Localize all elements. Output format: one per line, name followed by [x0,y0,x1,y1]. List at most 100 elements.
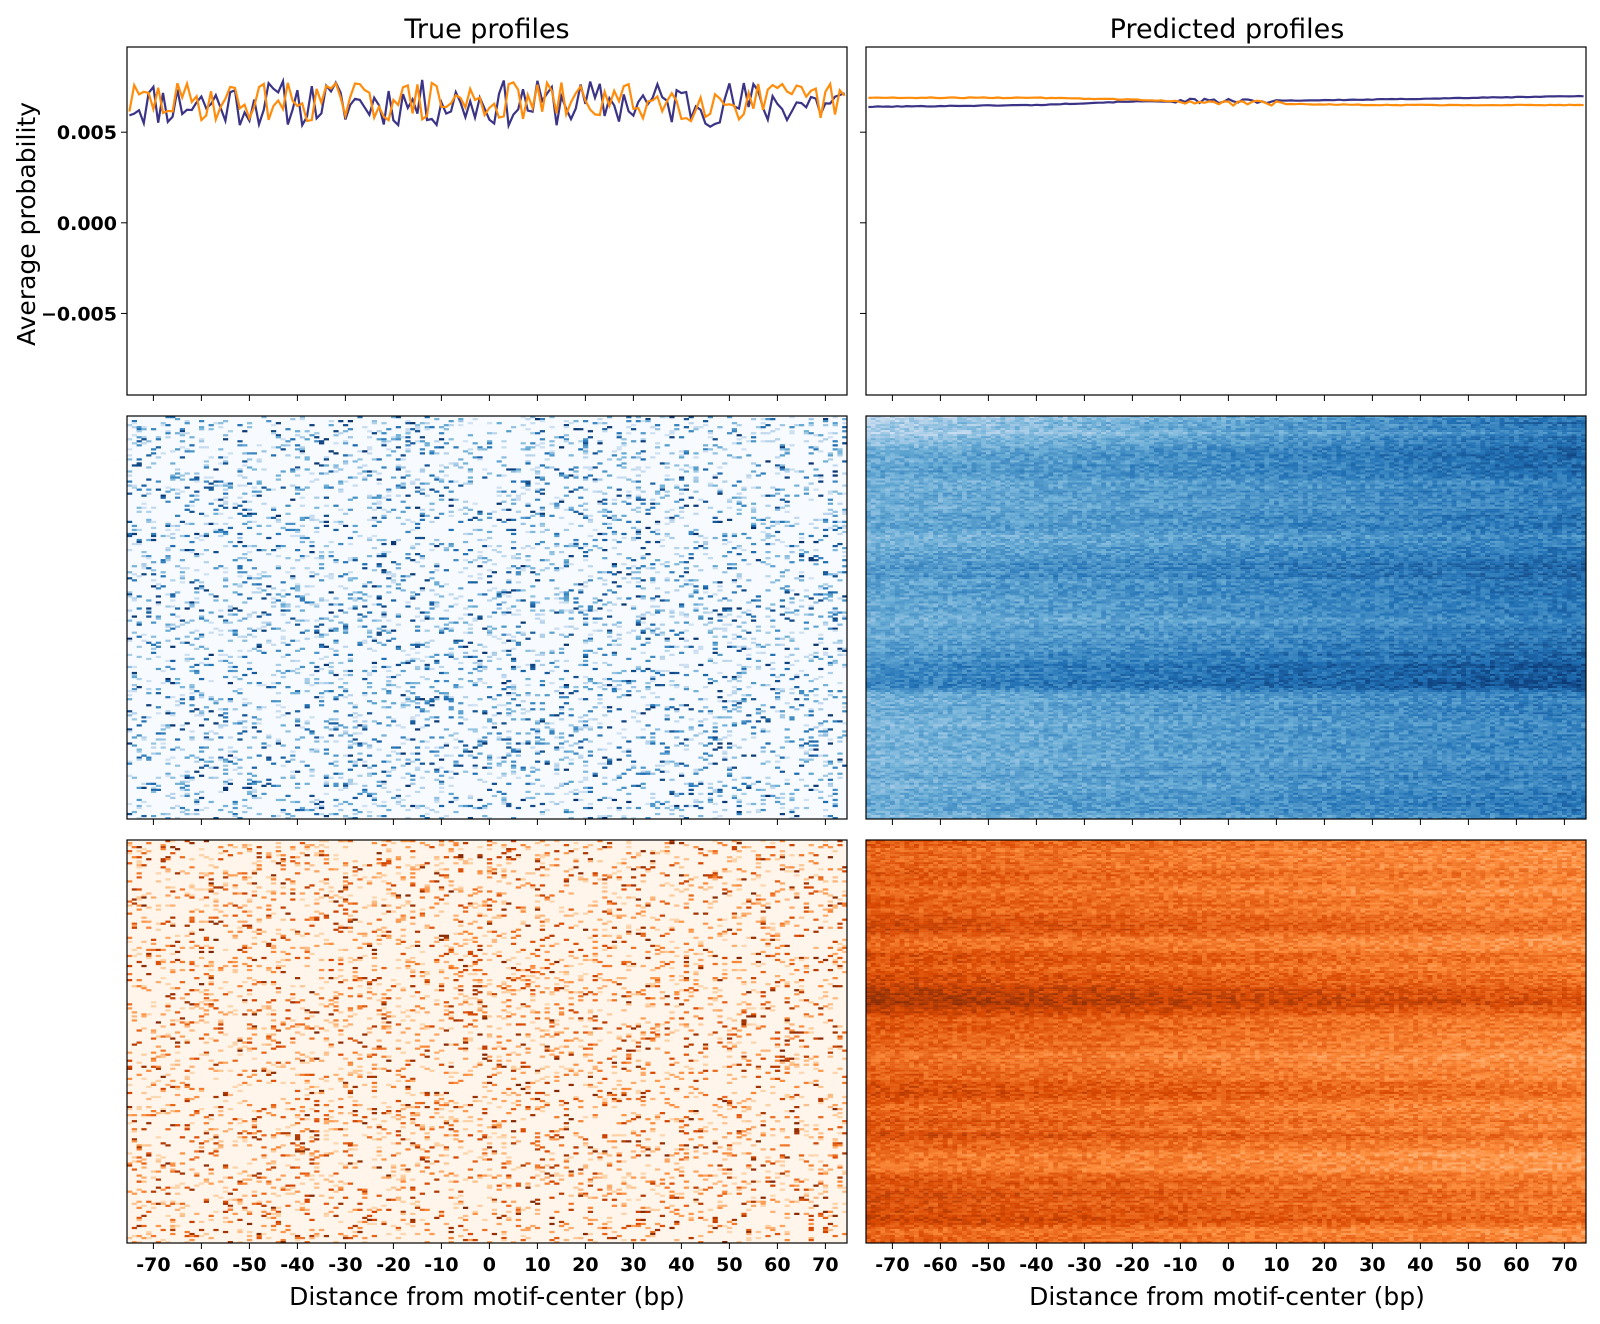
heatmap-cell [295,456,300,458]
heatmap-cell [228,430,233,432]
heatmap-cell [631,424,636,426]
heatmap-cell [175,432,180,434]
heatmap-cell [247,422,252,424]
heatmap-cell [583,450,588,452]
heatmap-cell [540,418,545,420]
heatmap-cell [242,444,247,446]
heatmap-cell [425,426,430,428]
heatmap-cell [137,462,142,464]
heatmap-cell [180,432,185,434]
heatmap-cell [449,420,454,422]
heatmap-cell [343,462,348,464]
heatmap-cell [818,440,823,442]
title-predicted-profiles: Predicted profiles [1110,14,1345,45]
heatmap-cell [223,462,228,464]
heatmap-cell [146,466,151,468]
heatmap-cell [453,464,458,466]
heatmap-cell [679,450,684,452]
heatmap-cell [348,436,353,438]
heatmap-cell [333,464,338,466]
heatmap-cell [689,430,694,432]
heatmap-cell [377,458,382,460]
heatmap-cell [405,444,410,446]
heatmap-cell [521,424,526,426]
heatmap-cell [300,418,305,420]
heatmap-cell [636,420,641,422]
heatmap-cell [641,420,646,422]
heatmap-cell [401,466,406,468]
heatmap-cell [357,450,362,452]
heatmap-cell [583,444,588,446]
heatmap-cell [261,450,266,452]
heatmap-cell [309,434,314,436]
heatmap-cell [333,442,338,444]
heatmap-cell [444,442,449,444]
heatmap-cell [295,468,300,470]
heatmap-cell [151,462,156,464]
heatmap-cell [463,462,468,464]
heatmap-cell [420,422,425,424]
heatmap-cell [444,452,449,454]
heatmap-cell [525,462,530,464]
heatmap-cell [530,446,535,448]
heatmap-cell [473,456,478,458]
heatmap-cell [333,452,338,454]
heatmap-cell [420,448,425,450]
heatmap-cell [549,452,554,454]
heatmap-cell [319,442,324,444]
heatmap-cell [650,426,655,428]
heatmap-cell [521,448,526,450]
heatmap-cell [237,468,242,470]
heatmap-cell [564,438,569,440]
heatmap-cell [602,422,607,424]
heatmap-cell [669,432,674,434]
heatmap-cell [415,440,420,442]
heatmap-cell [353,444,358,446]
heatmap-cell [381,440,386,442]
heatmap-cell [545,452,550,454]
heatmap-cell [218,462,223,464]
heatmap-cell [381,422,386,424]
heatmap-cell [597,442,602,444]
heatmap-cell [482,448,487,450]
heatmap-cell [761,426,766,428]
heatmap-cell [837,448,842,450]
heatmap-cell [295,444,300,446]
heatmap-cell [540,446,545,448]
heatmap-cell [458,458,463,460]
heatmap-cell [549,466,554,468]
heatmap-cell [837,450,842,452]
heatmap-cell [621,466,626,468]
heatmap-cell [674,464,679,466]
heatmap-cell [693,426,698,428]
heatmap-cell [588,436,593,438]
heatmap-cell [405,450,410,452]
heatmap-cell [669,430,674,432]
heatmap-cell [732,422,737,424]
heatmap-cell [189,444,194,446]
heatmap-cell [449,438,454,440]
heatmap-cell [833,424,838,426]
heatmap-cell [357,458,362,460]
heatmap-cell [151,452,156,454]
heatmap-cell [204,446,209,448]
heatmap-cell [132,464,137,466]
heatmap-cell [765,432,770,434]
heatmap-cell [324,456,329,458]
heatmap-cell [300,448,305,450]
heatmap-cell [775,456,780,458]
heatmap-cell [137,444,142,446]
heatmap-cell [818,450,823,452]
heatmap-cell [717,426,722,428]
heatmap-cell [823,460,828,462]
heatmap-cell [669,436,674,438]
heatmap-cell [631,428,636,430]
heatmap-cell [679,436,684,438]
heatmap-cell [324,464,329,466]
heatmap-cell [357,466,362,468]
heatmap-cell [276,446,281,448]
heatmap-cell [204,464,209,466]
y-tick-label: 0.000 [57,213,117,235]
heatmap-cell [549,440,554,442]
heatmap-cell [612,454,617,456]
